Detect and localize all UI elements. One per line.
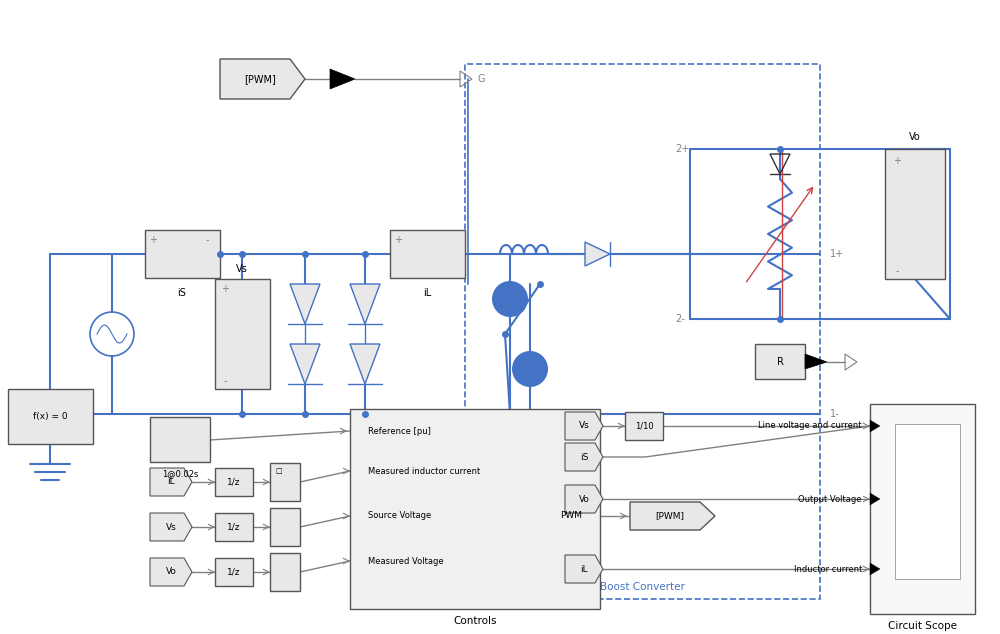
Text: iL: iL [423, 288, 431, 298]
FancyBboxPatch shape [350, 409, 600, 609]
Text: +: + [893, 156, 901, 166]
FancyBboxPatch shape [870, 404, 975, 614]
Polygon shape [220, 59, 305, 99]
FancyBboxPatch shape [390, 230, 465, 278]
Text: Measured Voltage: Measured Voltage [368, 557, 444, 566]
FancyBboxPatch shape [755, 344, 805, 379]
Text: Output Voltage: Output Voltage [798, 495, 862, 503]
Polygon shape [565, 412, 603, 440]
Text: [PWM]: [PWM] [244, 74, 276, 84]
Text: -: - [205, 235, 209, 245]
Polygon shape [350, 284, 380, 324]
FancyBboxPatch shape [215, 513, 253, 541]
Polygon shape [330, 69, 355, 89]
Text: 2+: 2+ [675, 144, 689, 154]
Polygon shape [805, 354, 827, 369]
Text: 1@0.02s: 1@0.02s [162, 470, 198, 479]
Polygon shape [585, 242, 610, 266]
Text: Vo: Vo [909, 132, 921, 142]
Polygon shape [150, 558, 192, 586]
Text: Inductor current: Inductor current [794, 564, 862, 574]
Polygon shape [630, 502, 715, 530]
Polygon shape [870, 420, 880, 432]
Polygon shape [290, 284, 320, 324]
Text: □: □ [275, 468, 282, 474]
Polygon shape [565, 485, 603, 513]
Text: Vs: Vs [166, 522, 176, 531]
FancyBboxPatch shape [270, 508, 300, 546]
Text: f(x) = 0: f(x) = 0 [33, 413, 67, 422]
Polygon shape [565, 443, 603, 471]
FancyBboxPatch shape [150, 417, 210, 462]
FancyBboxPatch shape [8, 389, 93, 444]
Polygon shape [150, 468, 192, 496]
Text: Source Voltage: Source Voltage [368, 512, 431, 521]
Text: Circuit Scope: Circuit Scope [888, 621, 957, 631]
FancyBboxPatch shape [145, 230, 220, 278]
Text: iS: iS [580, 453, 588, 462]
Polygon shape [870, 493, 880, 505]
Text: +: + [221, 284, 229, 294]
Text: Line voltage and current: Line voltage and current [758, 422, 862, 430]
Polygon shape [565, 555, 603, 583]
FancyBboxPatch shape [625, 412, 663, 440]
FancyBboxPatch shape [885, 149, 945, 279]
Text: 1/z: 1/z [227, 477, 241, 486]
Polygon shape [870, 563, 880, 575]
Circle shape [492, 281, 528, 317]
Text: 1/z: 1/z [227, 522, 241, 531]
Text: iL: iL [580, 564, 588, 574]
Text: iS: iS [178, 288, 186, 298]
Text: 1+: 1+ [830, 249, 844, 259]
Text: Reference [pu]: Reference [pu] [368, 427, 431, 436]
Text: Boost Converter: Boost Converter [600, 582, 685, 592]
Text: 1/10: 1/10 [635, 422, 653, 430]
FancyBboxPatch shape [895, 424, 960, 579]
FancyBboxPatch shape [215, 468, 253, 496]
Text: 2-: 2- [675, 314, 685, 324]
Text: Vo: Vo [579, 495, 589, 503]
Text: Vs: Vs [579, 422, 589, 430]
Text: -: - [895, 266, 899, 276]
Text: [PWM]: [PWM] [656, 512, 684, 521]
Text: 1/z: 1/z [227, 567, 241, 576]
Text: PWM: PWM [560, 512, 582, 521]
Polygon shape [150, 513, 192, 541]
Text: G: G [478, 74, 486, 84]
Text: Measured inductor current: Measured inductor current [368, 467, 480, 476]
Text: iL: iL [167, 477, 175, 486]
Text: R: R [777, 357, 783, 367]
Text: Vo: Vo [166, 567, 176, 576]
Polygon shape [350, 344, 380, 384]
Text: Controls: Controls [453, 616, 497, 626]
Text: +: + [394, 235, 402, 245]
FancyBboxPatch shape [215, 558, 253, 586]
Text: -: - [223, 376, 227, 386]
Text: Vs: Vs [236, 264, 248, 274]
Polygon shape [290, 344, 320, 384]
Text: 1-: 1- [830, 409, 840, 419]
FancyBboxPatch shape [215, 279, 270, 389]
FancyBboxPatch shape [270, 553, 300, 591]
FancyBboxPatch shape [270, 463, 300, 501]
Text: +: + [149, 235, 157, 245]
Circle shape [512, 351, 548, 387]
